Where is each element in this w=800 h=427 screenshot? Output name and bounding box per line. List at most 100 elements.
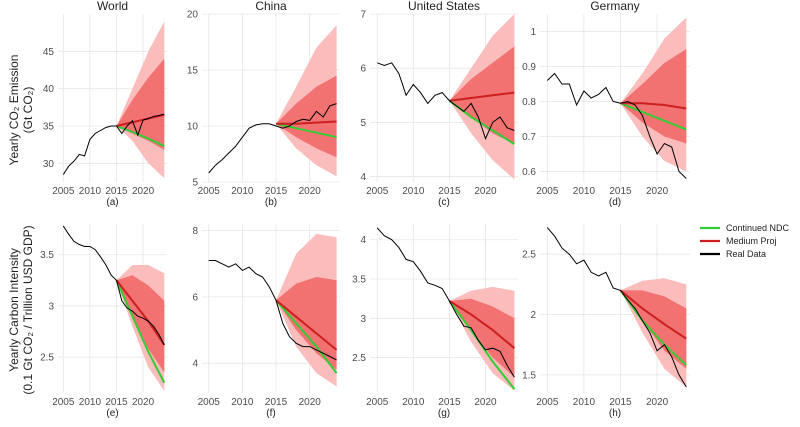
x-tick-label: 2020 [299, 397, 322, 408]
series-line-medium-proj [448, 300, 516, 349]
x-tick-label: 2015 [438, 186, 461, 197]
x-tick-label: 2010 [573, 186, 596, 197]
y-tick-label: 10 [187, 122, 199, 133]
y-tick-label: 6 [360, 64, 366, 75]
x-tick-label: 2015 [265, 397, 288, 408]
x-tick-label: 2005 [52, 186, 75, 197]
y-tick-label: 0.9 [522, 62, 536, 73]
x-tick-label: 2020 [646, 186, 669, 197]
row-label-emission: Yearly CO₂ Emission (Gt CO₂) [7, 55, 35, 166]
legend-label-ndc: Continued NDC [726, 223, 790, 233]
row-label-intensity-line1: Yearly Carbon Intensity [7, 248, 21, 372]
y-tick-label: 4 [360, 235, 366, 246]
x-tick-label: 2010 [402, 186, 425, 197]
band-inner [449, 46, 515, 145]
x-tick-label: 2010 [79, 397, 102, 408]
series-line-medium-proj [619, 289, 687, 340]
band-inner [116, 275, 165, 373]
x-tick-label: 2020 [646, 397, 669, 408]
legend-label-real: Real Data [726, 249, 766, 259]
x-tick-label: 2005 [198, 186, 221, 197]
x-tick-label: 2010 [79, 186, 102, 197]
x-tick-label: 2010 [231, 186, 254, 197]
x-tick-label: 2020 [299, 186, 322, 197]
x-tick-label: 2005 [366, 186, 389, 197]
x-tick-label: 2010 [573, 397, 596, 408]
y-tick-label: 3 [360, 314, 366, 325]
y-tick-label: 0.6 [522, 167, 536, 178]
chart-panel-g: 2005 2010 2015 2020 2.5 3 3.5 4 (g) [352, 224, 518, 419]
band-inner [276, 75, 337, 158]
series-line-medium-proj [275, 299, 338, 351]
x-tick-label: 2005 [198, 397, 221, 408]
y-tick-label: 35 [43, 122, 55, 133]
band-inner [116, 58, 165, 150]
x-tick-label: 2005 [366, 397, 389, 408]
x-tick-label: 2020 [132, 397, 155, 408]
chart-panel-h: 2005 2010 2015 2020 1.5 2 2.5 (h) [522, 224, 690, 419]
y-tick-label: 8 [192, 226, 198, 237]
series-line-real-data [376, 227, 515, 378]
panel-letter: (b) [265, 197, 277, 208]
series-line-medium-proj [116, 113, 165, 127]
band-inner [449, 298, 515, 378]
x-tick-label: 2005 [52, 397, 75, 408]
series-line-real-data [208, 103, 337, 174]
series-line-real-data [62, 225, 165, 346]
y-tick-label: 5 [360, 118, 366, 129]
x-tick-label: 2020 [474, 186, 497, 197]
series-line-continued-ndc [115, 279, 166, 384]
series-line-medium-proj [115, 279, 166, 346]
x-tick-label: 2010 [231, 397, 254, 408]
x-tick-label: 2015 [609, 186, 632, 197]
y-tick-label: 7 [360, 10, 366, 21]
legend: Continued NDC Medium Proj Real Data [700, 223, 790, 259]
series-line-continued-ndc [620, 102, 687, 131]
y-tick-label: 2.5 [40, 353, 54, 364]
series-line-medium-proj [276, 120, 337, 125]
panel-letter: (a) [106, 197, 118, 208]
y-tick-label: 3 [48, 301, 54, 312]
panel-title: World [97, 0, 128, 13]
x-tick-label: 2015 [265, 186, 288, 197]
chart-panel-e: 2005 2010 2015 2020 2.5 3 3.5 (e) [40, 224, 167, 419]
y-tick-label: 40 [43, 84, 55, 95]
x-tick-label: 2015 [609, 397, 632, 408]
panel-letter: (h) [609, 408, 621, 419]
panel-letter: (f) [266, 408, 275, 419]
legend-label-medium: Medium Proj [726, 236, 777, 246]
chart-panel-c: 2005 2010 2015 2020 4 5 6 7 (c) United States [360, 0, 518, 208]
y-tick-label: 45 [43, 47, 55, 58]
y-tick-label: 1.5 [522, 370, 536, 381]
y-tick-label: 4 [192, 359, 198, 370]
y-tick-label: 30 [43, 159, 55, 170]
y-tick-label: 4 [360, 172, 366, 183]
series-line-real-data [546, 72, 687, 179]
row-label-emission-line2: (Gt CO₂) [21, 87, 35, 134]
x-tick-label: 2005 [536, 397, 559, 408]
panel-title: China [255, 0, 287, 13]
series-line-continued-ndc [275, 122, 337, 139]
x-tick-label: 2015 [105, 186, 128, 197]
y-tick-label: 15 [187, 66, 199, 77]
series-line-continued-ndc [619, 289, 687, 366]
series-line-continued-ndc [275, 299, 338, 374]
row-label-emission-line1: Yearly CO₂ Emission [7, 55, 21, 166]
panel-title: Germany [590, 0, 639, 13]
y-tick-label: 20 [187, 10, 199, 21]
y-tick-label: 3.5 [352, 275, 366, 286]
row-label-intensity-line2: (0.1 Gt CO₂ / Trillion USD GDP) [21, 225, 35, 394]
x-tick-label: 2020 [474, 397, 497, 408]
series-line-real-data [208, 260, 337, 361]
y-tick-label: 6 [192, 292, 198, 303]
y-tick-label: 2.5 [522, 250, 536, 261]
y-tick-label: 2 [530, 310, 536, 321]
band-inner [276, 277, 337, 370]
x-tick-label: 2020 [132, 186, 155, 197]
x-tick-label: 2015 [438, 397, 461, 408]
y-tick-label: 3.5 [40, 250, 54, 261]
row-label-intensity: Yearly Carbon Intensity (0.1 Gt CO₂ / Tr… [7, 225, 35, 394]
x-tick-label: 2015 [105, 397, 128, 408]
